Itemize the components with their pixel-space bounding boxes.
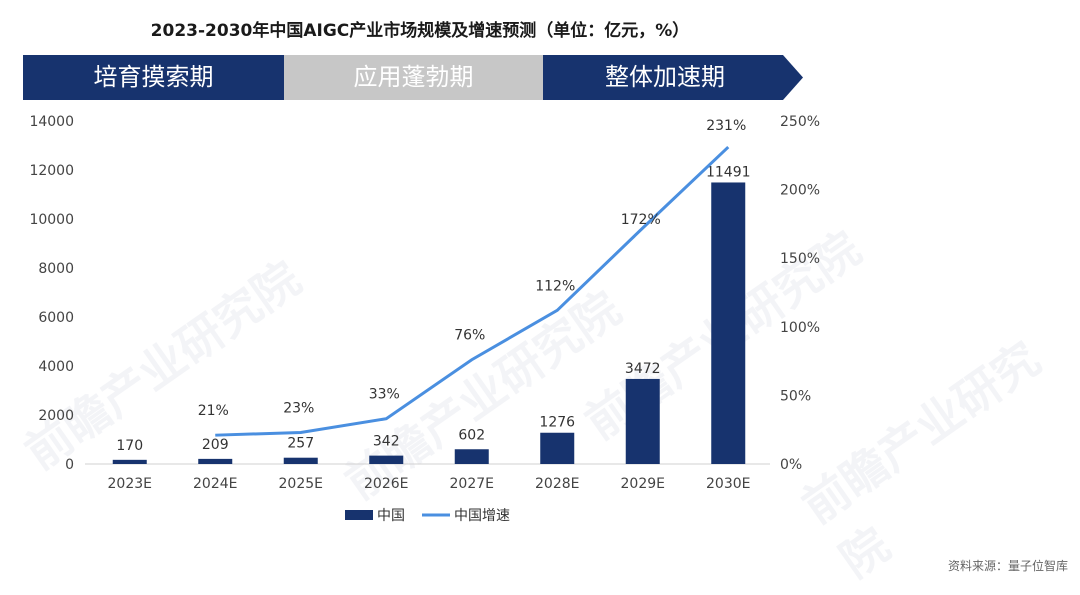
x-tick-label: 2025E [279,476,323,492]
bar-value-label: 11491 [706,164,751,180]
left-tick-label: 0 [65,457,74,473]
left-tick-label: 10000 [29,212,74,228]
chart-title: 2023-2030年中国AIGC产业市场规模及增速预测（单位：亿元，%） [150,21,690,41]
right-tick-label: 50% [780,388,811,404]
bar [198,458,233,464]
phase-acceleration: 整体加速期 [543,55,803,100]
bar-value-label: 170 [116,438,143,454]
line-value-label: 21% [198,403,229,419]
bar [283,457,318,464]
phase-acceleration-label: 整体加速期 [605,63,725,91]
phase-cultivation: 培育摸索期 [23,55,284,100]
bar-value-label: 602 [458,427,485,443]
right-tick-label: 150% [780,251,820,267]
line-value-label: 231% [706,118,746,134]
right-tick-label: 100% [780,320,820,336]
bar-value-label: 342 [373,434,400,450]
bar-value-label: 257 [287,436,314,452]
bar [112,459,147,464]
bar [625,378,660,464]
legend: 中国 中国增速 [345,508,510,524]
bar [711,182,746,464]
line-value-label: 76% [454,328,485,344]
legend-bar-label: 中国 [377,508,405,524]
x-tick-label: 2029E [621,476,665,492]
left-tick-label: 14000 [29,114,74,130]
bar [369,455,404,464]
growth-line [215,145,730,437]
bar-value-label: 1276 [539,415,575,431]
bar [540,432,575,464]
x-tick-label: 2030E [706,476,750,492]
left-tick-label: 6000 [38,310,74,326]
left-tick-label: 2000 [38,408,74,424]
line-value-label: 112% [535,278,575,294]
line-value-label: 33% [369,387,400,403]
x-tick-label: 2027E [450,476,494,492]
line-value-label: 23% [283,400,314,416]
x-tick-label: 2023E [108,476,152,492]
source-note: 资料来源：量子位智库 [947,559,1068,573]
left-tick-label: 12000 [29,163,74,179]
x-tick-label: 2028E [535,476,579,492]
bar [454,449,489,464]
bar-value-label: 3472 [625,361,661,377]
right-tick-label: 200% [780,183,820,199]
x-tick-label: 2024E [193,476,237,492]
left-tick-label: 4000 [38,359,74,375]
phase-application: 应用蓬勃期 [284,55,543,100]
x-tick-label: 2026E [364,476,408,492]
right-tick-label: 250% [780,114,820,130]
legend-bar-swatch [345,510,373,520]
phase-banner: 培育摸索期 应用蓬勃期 整体加速期 [23,55,803,100]
chart-svg: 0 2000 4000 6000 8000 10000 12000 14000 0% 50% 10… [29,114,820,524]
left-tick-label: 8000 [38,261,74,277]
right-tick-label: 0% [780,457,802,473]
legend-line-label: 中国增速 [454,508,510,524]
line-value-label: 172% [621,212,661,228]
bar-value-label: 209 [202,437,229,453]
